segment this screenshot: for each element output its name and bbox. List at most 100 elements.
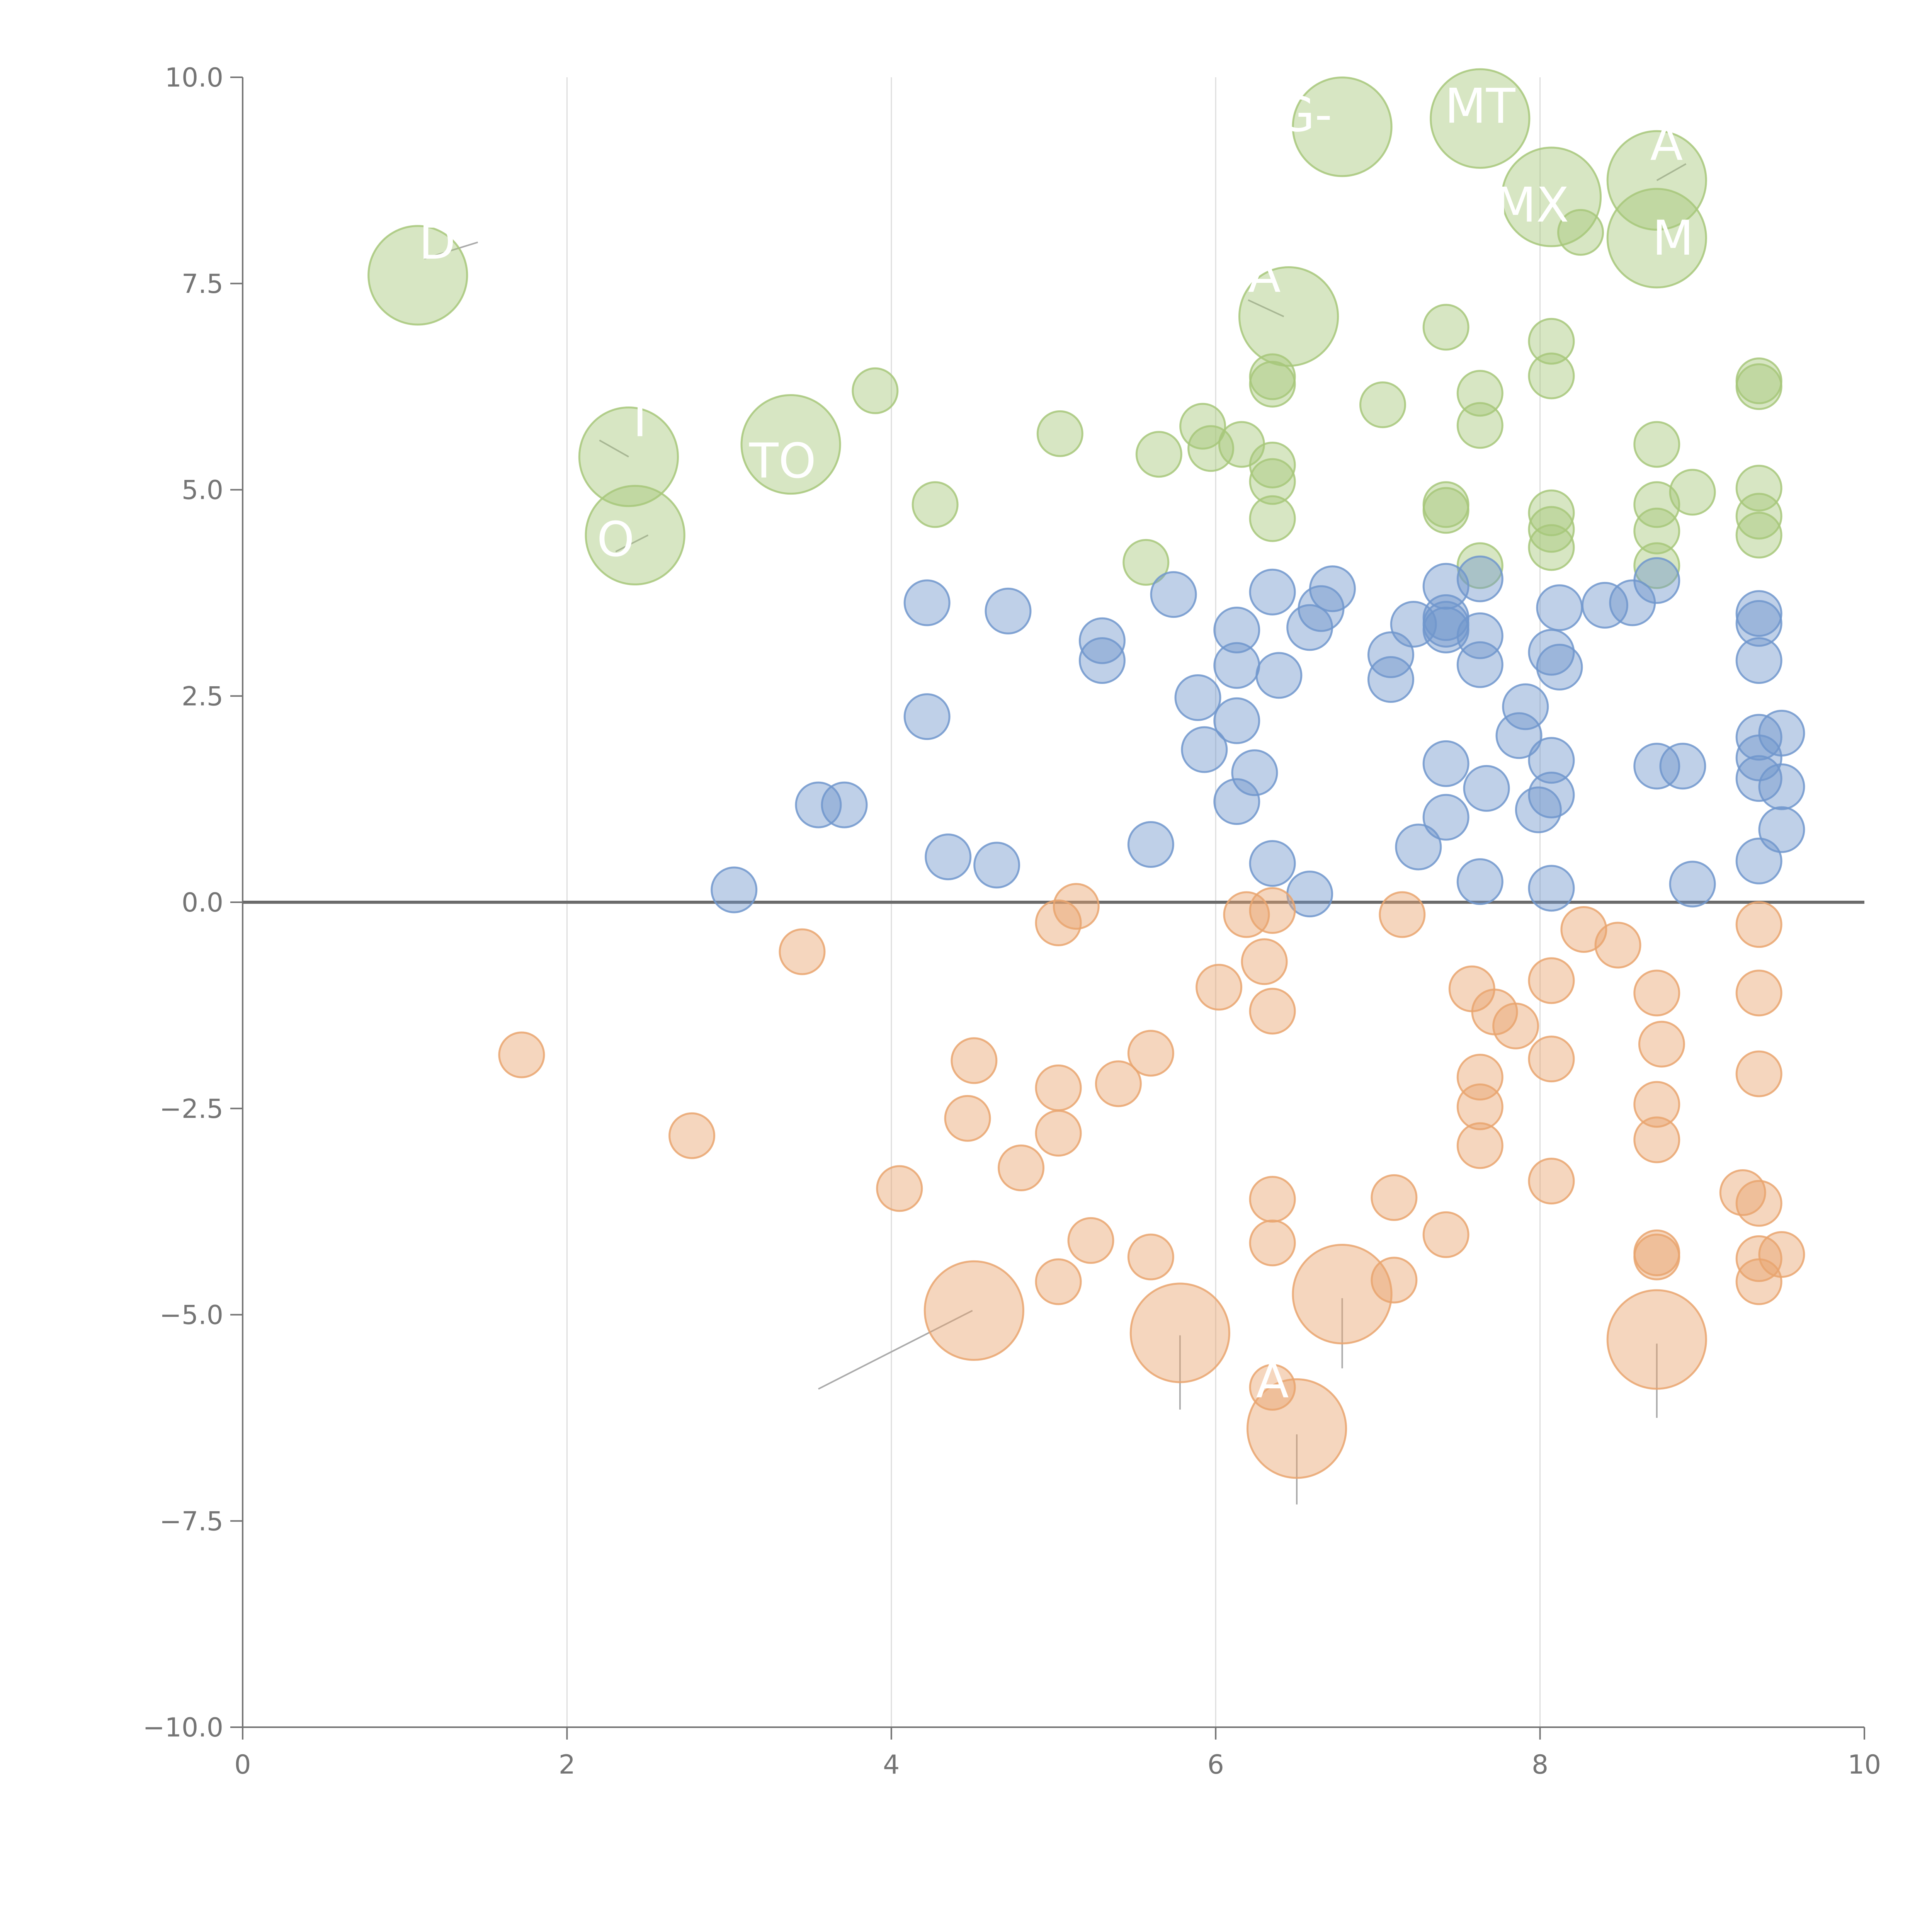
data-point-mid: [1528, 771, 1575, 818]
leader-line: [599, 439, 629, 457]
data-point-mid: [903, 579, 951, 626]
data-point-low: [1249, 1219, 1296, 1267]
data-point-high: [367, 225, 468, 326]
data-point-low: [1528, 957, 1575, 1004]
data-point-low: [1633, 969, 1680, 1017]
data-point-high: [1135, 431, 1182, 478]
x-tick-label: 4: [883, 1750, 900, 1780]
leader-line: [818, 1310, 973, 1390]
point-label: MX: [1495, 178, 1569, 233]
data-point-mid: [1495, 712, 1543, 759]
data-point-low: [1053, 883, 1100, 930]
data-point-mid: [1536, 584, 1583, 631]
data-point-mid: [1422, 606, 1469, 653]
point-label: A: [1650, 116, 1683, 172]
data-point-mid: [1395, 823, 1442, 871]
data-point-mid: [1231, 749, 1278, 796]
data-point-low: [1371, 1174, 1418, 1221]
data-point-low: [1456, 1122, 1503, 1169]
data-point-high: [1633, 507, 1680, 554]
leader-line: [424, 242, 478, 260]
y-tick-label: −5.0: [160, 1300, 223, 1331]
data-point-low: [498, 1031, 545, 1078]
data-point-high: [1735, 363, 1782, 410]
data-point-high: [1249, 458, 1296, 505]
data-point-mid: [1758, 709, 1805, 757]
x-tick-label: 8: [1532, 1750, 1548, 1780]
data-point-mid: [1633, 557, 1680, 604]
data-point-high: [1633, 421, 1680, 468]
data-point-low: [1035, 1258, 1082, 1305]
data-point-low: [1035, 899, 1082, 946]
data-points: [367, 68, 1805, 1479]
data-point-low: [1638, 1020, 1685, 1068]
data-point-high: [1735, 512, 1782, 559]
data-point-high: [1238, 266, 1339, 367]
data-point-mid: [1669, 861, 1716, 908]
data-point-mid: [1528, 865, 1575, 912]
data-point-high: [1359, 381, 1406, 429]
data-point-mid: [1174, 674, 1221, 721]
data-point-high: [1606, 130, 1707, 231]
data-point-low: [1196, 964, 1243, 1011]
data-point-low: [1371, 1257, 1418, 1304]
data-point-mid: [1255, 652, 1303, 699]
data-point-low: [876, 1165, 923, 1212]
data-point-high: [1456, 542, 1503, 589]
data-point-high: [1249, 441, 1296, 488]
data-point-mid: [711, 866, 758, 913]
data-point-high: [912, 481, 959, 528]
data-point-high: [578, 406, 679, 507]
data-point-low: [1528, 1158, 1575, 1205]
data-point-mid: [1367, 656, 1414, 703]
data-point-mid: [1150, 571, 1197, 618]
y-tick-label: −10.0: [143, 1713, 223, 1743]
data-point-low: [1249, 1364, 1296, 1411]
data-point-mid: [1213, 606, 1260, 653]
data-point-high: [1501, 146, 1602, 247]
data-point-high: [1456, 370, 1503, 417]
data-point-low: [1594, 922, 1641, 969]
data-point-low: [1492, 1002, 1539, 1049]
data-point-low: [1249, 988, 1296, 1035]
data-point-low: [1241, 938, 1288, 985]
point-label: M: [1652, 211, 1694, 266]
data-point-low: [1606, 1289, 1707, 1390]
data-point-mid: [1735, 637, 1782, 684]
data-point-low: [1456, 1083, 1503, 1130]
leader-lines: [424, 163, 1687, 1505]
data-point-high: [1528, 524, 1575, 571]
y-tick-label: 2.5: [182, 681, 223, 712]
data-point-high: [1606, 188, 1707, 289]
data-point-low: [1246, 1378, 1347, 1479]
y-tick-label: −2.5: [160, 1094, 223, 1124]
axes: 0 2 4 6 8 10 10.0 7.5 5.0 2.5 0.0 −2.5 −5.0 −7.5 −10.0: [143, 63, 1881, 1780]
data-point-mid: [1456, 858, 1503, 905]
data-point-high: [852, 367, 899, 414]
point-label: A: [1256, 1353, 1289, 1409]
data-point-low: [1035, 1110, 1082, 1157]
data-point-mid: [1422, 794, 1469, 841]
leader-line: [1656, 163, 1687, 181]
data-point-high: [1249, 495, 1296, 542]
data-point-high: [1528, 489, 1575, 536]
data-point-low: [923, 1260, 1024, 1361]
data-point-mid: [1659, 743, 1706, 790]
data-point-high: [1187, 425, 1235, 472]
data-point-mid: [925, 833, 972, 881]
y-tick-label: 5.0: [182, 475, 223, 506]
data-point-low: [1067, 1217, 1114, 1264]
data-point-high: [740, 394, 841, 495]
data-point-mid: [1502, 683, 1549, 730]
data-point-low: [1633, 1081, 1680, 1128]
data-point-low: [951, 1037, 998, 1084]
data-point-mid: [1213, 642, 1260, 689]
data-point-mid: [1078, 617, 1126, 664]
data-point-mid: [1309, 565, 1356, 612]
data-point-mid: [985, 587, 1032, 634]
data-point-high: [1122, 539, 1170, 586]
data-point-mid: [1528, 737, 1575, 784]
data-point-low: [1735, 969, 1782, 1017]
data-point-high: [1036, 410, 1083, 457]
